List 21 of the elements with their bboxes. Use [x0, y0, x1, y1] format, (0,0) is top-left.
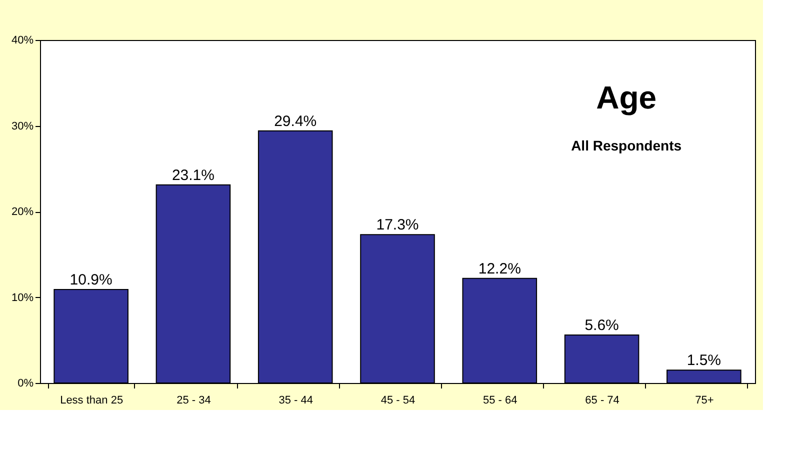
x-tick-label: 65 - 74: [585, 394, 620, 406]
y-tick-label: 0%: [18, 378, 34, 390]
data-label: 29.4%: [274, 112, 317, 130]
y-tick-label: 10%: [11, 292, 34, 304]
data-label: 12.2%: [478, 260, 521, 278]
data-label: 1.5%: [686, 352, 722, 370]
x-tick-label: Less than 25: [60, 394, 124, 406]
y-tick-label: 30%: [11, 120, 34, 132]
data-label: 23.1%: [172, 166, 214, 184]
text: Age: [596, 79, 657, 116]
x-tick-label: 55 - 64: [483, 394, 518, 406]
text: All Respondents: [571, 137, 682, 154]
x-tick-label: 25 - 34: [176, 394, 211, 406]
x-tick-label: 45 - 54: [380, 394, 416, 406]
data-label: 10.9%: [70, 272, 112, 289]
x-tick-label: 35 - 44: [278, 394, 313, 406]
y-tick-label: 20%: [11, 206, 34, 218]
data-label: 17.3%: [376, 216, 419, 234]
x-tick-label: 75+: [695, 394, 714, 406]
data-label: 5.6%: [584, 316, 619, 334]
y-tick-label: 40%: [11, 34, 34, 46]
